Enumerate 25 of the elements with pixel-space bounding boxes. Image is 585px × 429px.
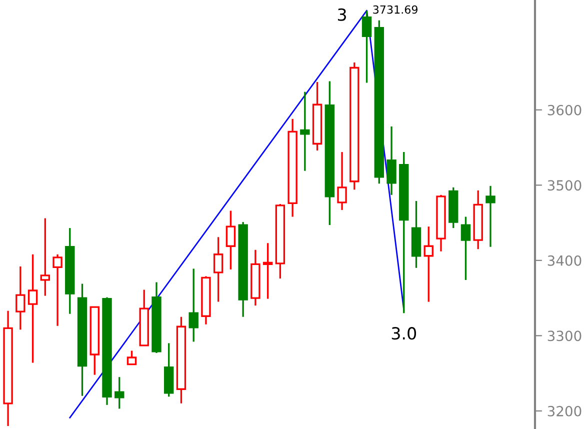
- candlestick: [28, 254, 38, 364]
- annotation: 3.0: [392, 327, 416, 340]
- candlestick: [300, 90, 310, 172]
- y-tick-label: 3500: [548, 180, 582, 191]
- candlestick: [213, 236, 224, 303]
- candlestick: [16, 266, 26, 330]
- y-tick-label: 3300: [548, 330, 582, 342]
- candlestick: [52, 254, 62, 327]
- candlestick: [337, 151, 347, 211]
- candlestick: [262, 242, 273, 300]
- candlestick: [114, 376, 124, 410]
- candlestick: [386, 126, 396, 196]
- y-tick-label: 3200: [548, 406, 582, 416]
- y-tick-label: 3400: [548, 255, 582, 266]
- annotation: 3731.69: [373, 5, 418, 14]
- candlestick: [460, 216, 471, 281]
- candlestick: [40, 217, 50, 297]
- candlestick: [362, 10, 372, 84]
- y-tick-label: 3600: [548, 104, 582, 116]
- candlestick: [486, 185, 496, 248]
- candlestick: [226, 210, 236, 270]
- candlestick: [424, 226, 434, 303]
- candlestick: [188, 268, 198, 343]
- candlestick: [126, 350, 137, 366]
- annotation: 3: [338, 8, 346, 21]
